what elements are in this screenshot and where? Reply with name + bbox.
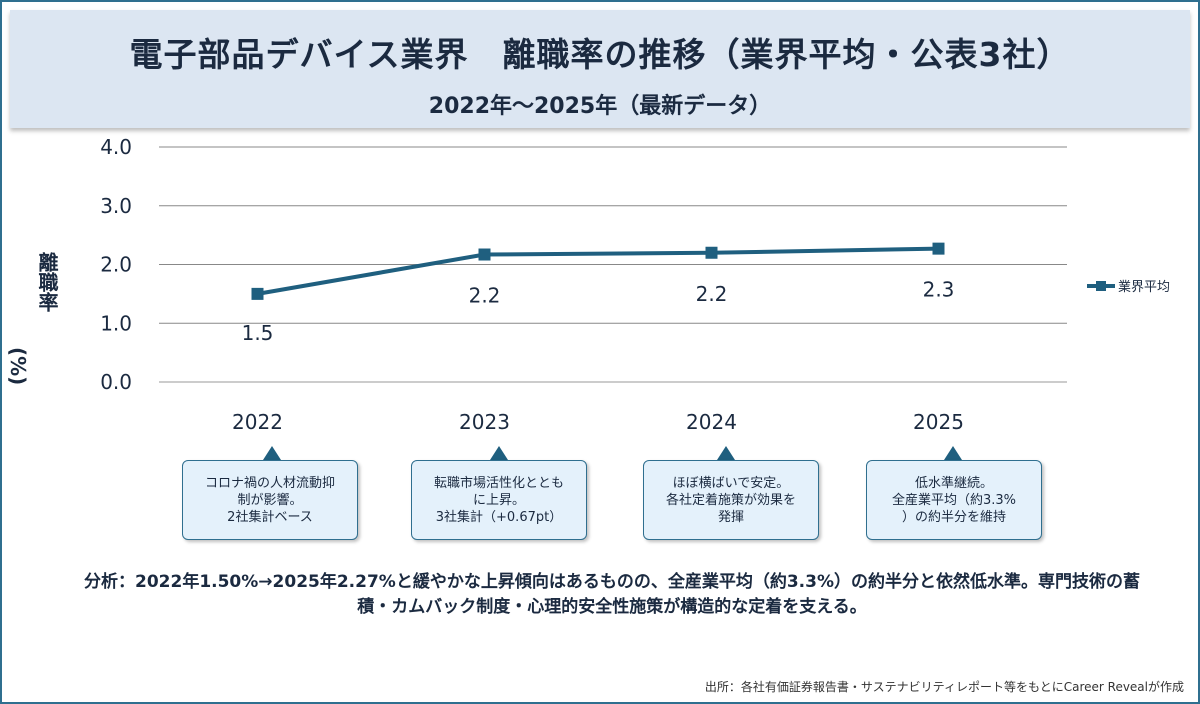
line-chart: 0.0 1.0 2.0 3.0 4.0 2022 2023 2024 2025 1.5 2.2 2.2…	[100, 135, 1170, 434]
source-note: 出所：各社有価証券報告書・サステナビリティレポート等をもとにCareer Rev…	[704, 680, 1184, 694]
legend-label: 業界平均	[1118, 279, 1170, 295]
x-tick-label: 2023	[459, 410, 510, 434]
x-tick-label: 2025	[913, 410, 964, 434]
y-tick-label: 2.0	[100, 253, 132, 277]
note-pointer-icon	[944, 446, 962, 460]
data-point	[932, 242, 945, 255]
header-band: 電子部品デバイス業界 離職率の推移（業界平均・公表3社） 2022年〜2025年…	[10, 10, 1190, 128]
data-label: 2.2	[469, 284, 501, 308]
legend-marker	[1096, 281, 1106, 291]
y-axis-unit: (%)	[6, 347, 30, 386]
note-2024: ほぼ横ばいで安定。 各社定着施策が効果を 発揮	[643, 460, 819, 540]
y-tick-label: 3.0	[100, 194, 132, 218]
y-tick-label: 4.0	[100, 135, 132, 159]
note-2025: 低水準継続。 全産業平均（約3.3% ）の約半分を維持	[866, 460, 1042, 540]
note-pointer-icon	[490, 446, 508, 460]
chart-title: 電子部品デバイス業界 離職率の推移（業界平均・公表3社）	[129, 35, 1071, 74]
data-label: 2.3	[923, 278, 955, 302]
data-point	[478, 248, 491, 261]
chart-subtitle: 2022年〜2025年（最新データ）	[428, 94, 772, 119]
analysis-text: 分析：2022年1.50%→2025年2.27%と緩やかな上昇傾向はあるものの、…	[84, 572, 1140, 617]
data-label: 2.2	[696, 282, 728, 306]
x-tick-label: 2024	[686, 410, 737, 434]
note-pointer-icon	[717, 446, 735, 460]
data-point	[251, 287, 264, 300]
x-tick-label: 2022	[232, 410, 283, 434]
note-2023: 転職市場活性化ととも に上昇。 3社集計（+0.67pt）	[411, 460, 587, 540]
note-2022: コロナ禍の人材流動抑 制が影響。 2社集計ベース	[182, 460, 358, 540]
y-tick-label: 0.0	[100, 370, 132, 394]
y-tick-label: 1.0	[100, 311, 132, 335]
note-pointer-icon	[263, 446, 281, 460]
data-label: 1.5	[242, 321, 274, 345]
data-point	[705, 246, 718, 259]
series-line	[257, 246, 939, 296]
y-axis-label: 離職率	[35, 252, 59, 312]
